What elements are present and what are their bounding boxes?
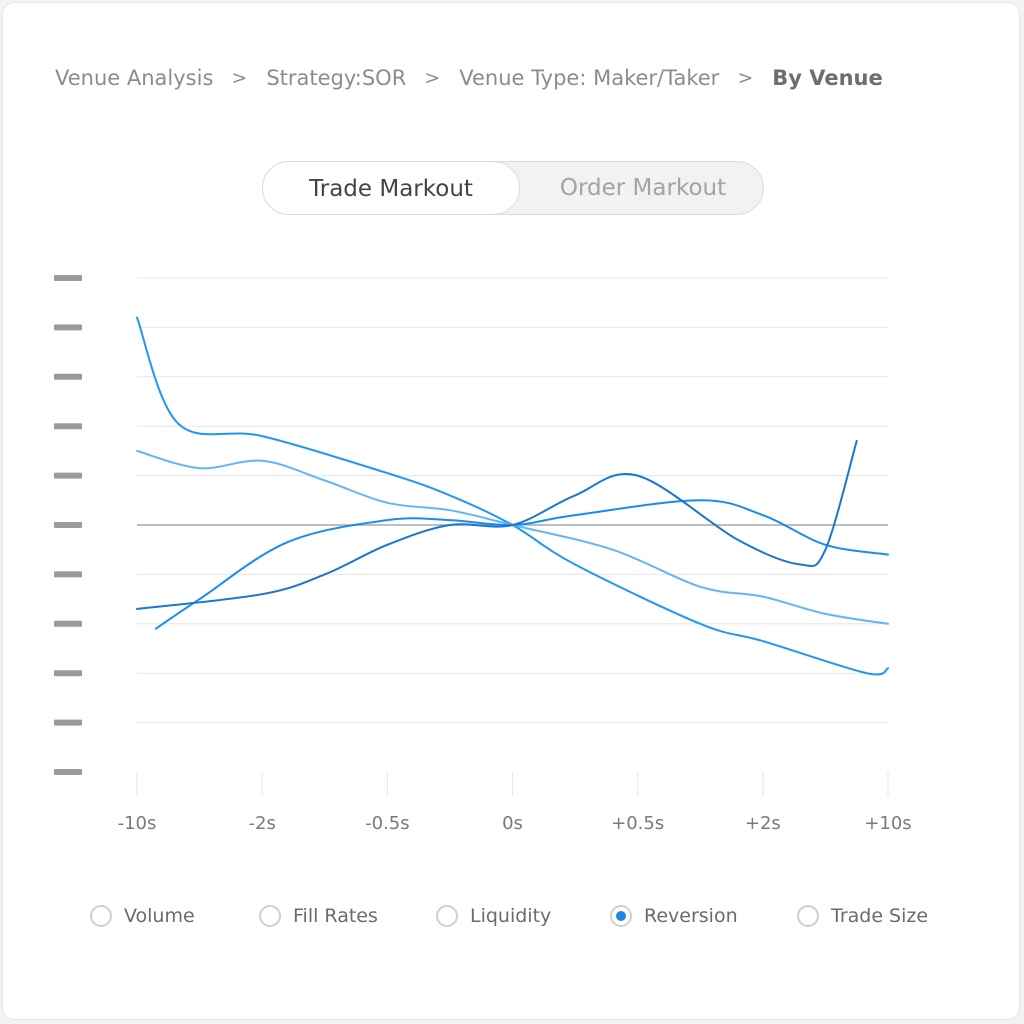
y-tick-mark [54, 522, 82, 528]
breadcrumb-item-strategy[interactable]: Strategy:SOR [266, 66, 407, 90]
series-line-4 [136, 440, 858, 610]
chevron-right-icon: > [231, 67, 248, 89]
breadcrumb: Venue Analysis > Strategy:SOR > Venue Ty… [55, 62, 883, 94]
tab-order-markout[interactable]: Order Markout [559, 175, 727, 201]
y-tick-mark [54, 670, 82, 677]
x-tick-label: 0s [502, 813, 523, 834]
breadcrumb-item-venue-analysis[interactable]: Venue Analysis [55, 66, 214, 90]
radio-circle-icon [797, 905, 819, 927]
x-tick-label: -10s [118, 813, 157, 834]
y-tick-mark [54, 275, 82, 281]
y-tick-mark [54, 423, 82, 430]
radio-label: Trade Size [831, 905, 929, 927]
radio-circle-icon [436, 905, 458, 927]
radio-circle-icon [90, 905, 112, 927]
radio-label: Reversion [644, 905, 738, 927]
breadcrumb-item-venue-type[interactable]: Venue Type: Maker/Taker [459, 66, 720, 90]
x-tick-label: +0.5s [611, 813, 664, 834]
y-tick-mark [54, 571, 82, 578]
metric-radio-group: Volume Fill Rates Liquidity Reversion Tr… [0, 900, 1024, 932]
y-tick-mark [54, 373, 82, 380]
radio-reversion[interactable]: Reversion [610, 900, 738, 932]
radio-trade-size[interactable]: Trade Size [797, 900, 928, 932]
radio-label: Fill Rates [293, 905, 378, 927]
breadcrumb-current: By Venue [772, 66, 883, 90]
y-tick-mark [54, 472, 82, 479]
series-line-2 [136, 449, 889, 625]
radio-label: Volume [124, 905, 195, 927]
y-tick-mark [54, 769, 82, 775]
x-tick-label: -2s [249, 813, 276, 834]
radio-circle-icon [259, 905, 281, 927]
radio-liquidity[interactable]: Liquidity [436, 900, 551, 932]
chevron-right-icon: > [424, 67, 441, 89]
y-tick-mark [54, 324, 82, 331]
markout-line-chart: -10s -2s -0.5s 0s +0.5s +2s +10s [54, 275, 912, 834]
x-tick-label: -0.5s [365, 813, 410, 834]
radio-selected-icon [610, 905, 632, 927]
y-tick-mark [54, 719, 82, 726]
x-tick-label: +2s [745, 813, 781, 834]
series-line-1 [136, 316, 889, 676]
tab-trade-markout[interactable]: Trade Markout [262, 161, 520, 215]
series-line-3 [154, 499, 889, 630]
radio-volume[interactable]: Volume [90, 900, 195, 932]
radio-label: Liquidity [470, 905, 552, 927]
chevron-right-icon: > [737, 67, 754, 89]
markout-toggle: Order Markout Trade Markout [262, 161, 764, 215]
x-tick-label: +10s [864, 813, 911, 834]
y-tick-mark [54, 620, 82, 627]
radio-fill-rates[interactable]: Fill Rates [259, 900, 378, 932]
